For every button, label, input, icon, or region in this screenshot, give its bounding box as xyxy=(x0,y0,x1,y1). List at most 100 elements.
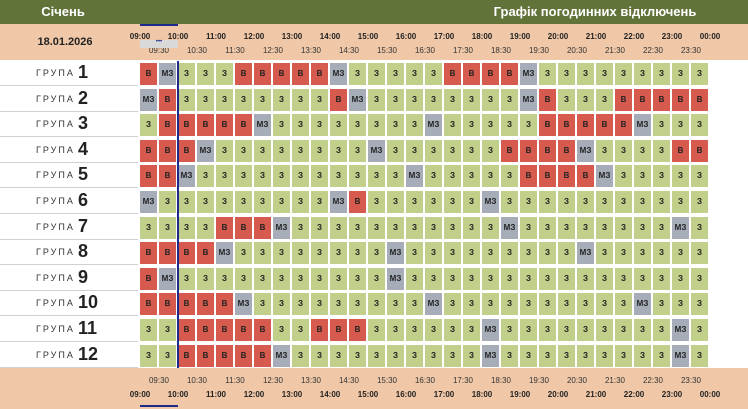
hour-label: 14:00 xyxy=(319,32,341,41)
slot-cell: В xyxy=(463,63,480,85)
slot-cell: З xyxy=(178,191,195,213)
slot-cell: З xyxy=(463,139,480,162)
slot-cell: З xyxy=(653,319,670,341)
slot-cell: З xyxy=(368,293,385,316)
slot-cell: В xyxy=(254,63,271,85)
slot-cell: З xyxy=(634,267,651,290)
halfhour-label: 23:30 xyxy=(680,376,702,385)
slot-cell: В xyxy=(254,319,271,341)
slot-cell: В xyxy=(197,344,214,367)
current-time-line xyxy=(177,61,179,368)
slot-cell: З xyxy=(254,88,271,111)
slot-cell: В xyxy=(235,63,252,85)
slot-cell: З xyxy=(406,139,423,162)
slot-cell: МЗ xyxy=(216,242,233,265)
group-word: ГРУПА xyxy=(36,221,75,232)
slot-cell: З xyxy=(406,242,423,265)
slot-cell: З xyxy=(311,293,328,316)
slot-cell: З xyxy=(292,88,309,111)
slot-cell: В xyxy=(558,114,575,137)
halfhour-label: 20:30 xyxy=(566,46,588,55)
slot-cell: З xyxy=(691,63,708,85)
halfhour-label: 21:30 xyxy=(604,46,626,55)
slot-cell: В xyxy=(159,88,176,111)
group-row: ГРУПА 6 МЗ З З З З З З З З З МЗ В З З З З З З МЗ З З З З З З З З З З З xyxy=(0,189,748,214)
slot-cell: З xyxy=(596,242,613,265)
slot-cell: З xyxy=(406,293,423,316)
halfhour-label: 10:30 xyxy=(186,376,208,385)
group-word: ГРУПА xyxy=(36,68,75,78)
slot-cell: З xyxy=(273,293,290,316)
slot-cell: З xyxy=(615,191,632,213)
slot-cell: В xyxy=(558,139,575,162)
slot-cell: З xyxy=(159,191,176,213)
current-time-marker-bottom xyxy=(140,405,178,407)
slot-cell: З xyxy=(235,191,252,213)
slot-cell: З xyxy=(691,191,708,213)
slot-cell: З xyxy=(577,319,594,341)
slot-cell: З xyxy=(539,242,556,265)
slot-cell: З xyxy=(501,344,518,367)
hour-label: 23:00 xyxy=(661,390,683,399)
month-label: Січень xyxy=(41,4,85,19)
slot-cell: МЗ xyxy=(273,216,290,239)
halfhour-label: 11:30 xyxy=(225,46,245,55)
slot-cell: З xyxy=(292,293,309,316)
slot-cell: З xyxy=(368,267,385,290)
hour-label: 19:00 xyxy=(509,32,531,41)
slot-cell: З xyxy=(197,216,214,239)
slot-cell: З xyxy=(330,165,347,188)
slot-cell: МЗ xyxy=(425,293,442,316)
halfhour-label: 21:30 xyxy=(604,376,626,385)
halfhour-label: 11:30 xyxy=(225,376,245,385)
slot-cell: З xyxy=(406,63,423,85)
slot-cell: МЗ xyxy=(273,344,290,367)
slot-cell: З xyxy=(615,293,632,316)
slot-cell: В xyxy=(596,114,613,137)
group-word: ГРУПА xyxy=(36,144,75,155)
slot-cell: МЗ xyxy=(634,293,651,316)
slot-cell: В xyxy=(577,165,594,188)
group-word: ГРУПА xyxy=(36,196,75,206)
slot-cell: З xyxy=(596,344,613,367)
slot-cell: В xyxy=(178,114,195,137)
slot-cell: В xyxy=(140,139,157,162)
slot-cell: МЗ xyxy=(159,63,176,85)
hour-label: 20:00 xyxy=(547,390,569,399)
slot-cell: МЗ xyxy=(159,267,176,290)
slot-cell: МЗ xyxy=(672,319,689,341)
slot-cell: З xyxy=(463,165,480,188)
hour-label: 22:00 xyxy=(623,32,645,41)
slot-cell: МЗ xyxy=(577,139,594,162)
slot-cell: З xyxy=(444,242,461,265)
slot-cell: З xyxy=(425,191,442,213)
slot-cell: З xyxy=(425,139,442,162)
slot-cell: З xyxy=(406,114,423,137)
group-row: ГРУПА 2 МЗ В З З З З З З З З В МЗ З З З З З З З З МЗ В З З З В В В В В xyxy=(0,86,748,112)
slot-cell: В xyxy=(482,63,499,85)
slot-cell: З xyxy=(406,88,423,111)
slot-cell: З xyxy=(330,344,347,367)
group-number: 6 xyxy=(78,190,89,210)
slot-cell: З xyxy=(311,191,328,213)
slot-cell: З xyxy=(235,88,252,111)
slot-cell: З xyxy=(387,191,404,213)
slot-cell: З xyxy=(596,191,613,213)
slot-cell: В xyxy=(349,319,366,341)
slot-cell: З xyxy=(653,63,670,85)
group-number: 5 xyxy=(78,164,89,185)
halfhour-label: 12:30 xyxy=(262,376,284,385)
slot-cell: З xyxy=(501,319,518,341)
slot-cell: В xyxy=(311,63,328,85)
slot-cell: В xyxy=(178,344,195,367)
slot-cell: З xyxy=(691,344,708,367)
slot-cell: З xyxy=(387,344,404,367)
slot-cell: З xyxy=(349,139,366,162)
slot-cell: В xyxy=(501,139,518,162)
slot-cell: З xyxy=(292,242,309,265)
slot-cell: З xyxy=(406,267,423,290)
slot-cell: З xyxy=(140,319,157,341)
slot-cell: З xyxy=(672,293,689,316)
slot-cell: З xyxy=(197,267,214,290)
slot-cell: З xyxy=(311,88,328,111)
